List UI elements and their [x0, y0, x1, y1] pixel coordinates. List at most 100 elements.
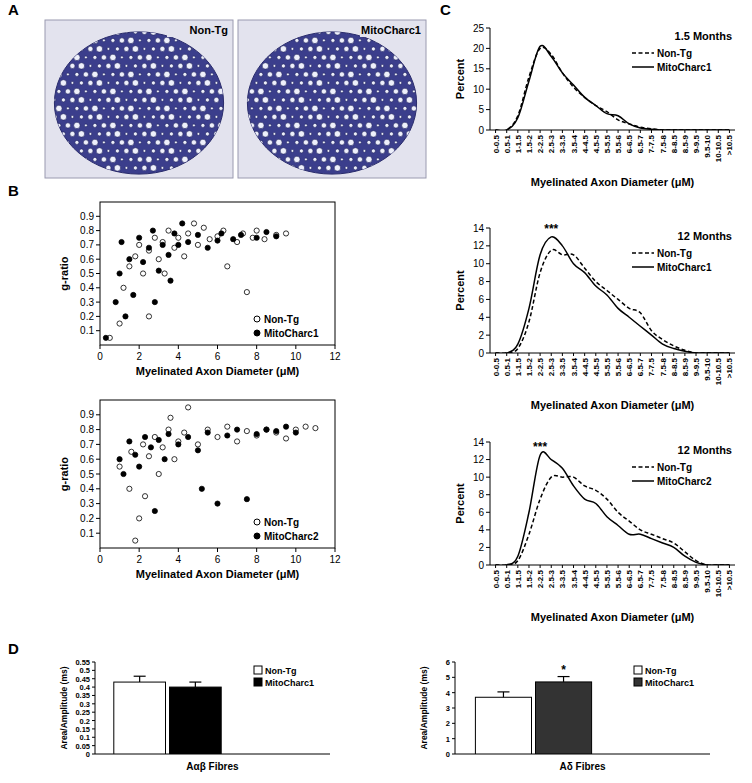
x-tick-label: 7.5-8	[659, 569, 668, 588]
axon	[398, 165, 403, 170]
plot-frame	[100, 400, 335, 548]
axon	[407, 149, 411, 153]
axon	[146, 88, 152, 94]
axon	[334, 165, 340, 171]
axon	[74, 122, 80, 128]
axon	[345, 133, 348, 136]
axon	[381, 99, 384, 102]
axon	[245, 166, 249, 170]
axon	[103, 107, 106, 110]
axon	[285, 55, 290, 60]
legend-line	[632, 66, 654, 68]
axon	[211, 107, 214, 110]
axon	[259, 72, 263, 76]
axon	[52, 46, 57, 51]
axon	[114, 97, 120, 103]
axon	[413, 158, 416, 161]
axon	[403, 106, 407, 110]
axon	[305, 158, 308, 161]
axon	[313, 55, 317, 59]
point	[186, 434, 191, 439]
y-tick-label: 25	[473, 23, 485, 34]
axon	[191, 72, 196, 77]
axon	[341, 158, 344, 161]
axon	[277, 123, 281, 127]
x-tick-label: 0	[97, 351, 103, 362]
y-tick	[486, 335, 490, 336]
axon	[406, 97, 412, 103]
axon	[353, 166, 357, 170]
axon	[65, 55, 70, 60]
y-tick-label: 6	[478, 507, 484, 518]
axon	[215, 116, 218, 119]
axon	[323, 141, 326, 144]
x-tick-label: 10-10.5	[714, 357, 723, 385]
axon	[352, 148, 358, 154]
axon	[186, 165, 192, 171]
x-tick	[256, 548, 257, 552]
axon	[83, 106, 88, 111]
axon	[370, 165, 376, 171]
point	[215, 434, 220, 439]
axon	[61, 98, 65, 102]
axon	[330, 88, 336, 94]
axon	[341, 124, 344, 127]
point	[162, 457, 167, 462]
axon	[276, 37, 282, 43]
axon	[298, 29, 304, 35]
axon	[403, 140, 407, 144]
x-tick-label: 4.5-5	[592, 357, 601, 376]
legend-label: MitoCharc1	[657, 62, 712, 73]
point	[238, 232, 243, 237]
axon	[349, 89, 353, 93]
axon	[139, 39, 142, 42]
axon	[93, 123, 97, 127]
axon	[303, 72, 308, 77]
axon	[121, 124, 124, 127]
axon	[169, 132, 173, 136]
x-tick-label: 4-4.5	[581, 134, 590, 153]
axon	[101, 89, 106, 94]
x-tick	[551, 353, 552, 356]
legend-ground	[250, 513, 332, 545]
axon	[255, 116, 258, 119]
axon	[155, 106, 160, 111]
x-tick-label: 12	[329, 554, 341, 565]
axon	[402, 54, 408, 60]
y-tick	[486, 547, 490, 548]
histology-image: MitoCharc1	[238, 20, 426, 178]
axon	[298, 97, 304, 103]
x-tick	[696, 565, 697, 568]
axon	[56, 139, 62, 145]
y-axis	[490, 28, 491, 130]
axon	[254, 165, 259, 170]
series-line	[496, 47, 730, 130]
axon	[67, 73, 70, 76]
axon	[276, 105, 282, 111]
axons	[244, 29, 416, 171]
axon	[173, 123, 178, 128]
axon	[281, 98, 285, 102]
x-tick	[651, 353, 652, 356]
y-tick-label: 0.7	[80, 239, 94, 250]
y-tick	[486, 89, 490, 90]
axon	[193, 124, 196, 127]
axon	[175, 141, 178, 144]
x-tick-label: 7.5-8	[659, 134, 668, 153]
axon	[317, 166, 321, 170]
point	[244, 497, 249, 502]
axon	[366, 88, 372, 94]
axon	[60, 114, 66, 120]
axon	[57, 55, 61, 59]
point	[264, 427, 269, 432]
point	[156, 268, 161, 273]
axon	[277, 89, 281, 93]
axon	[164, 71, 170, 77]
axon	[267, 140, 272, 145]
x-tick	[562, 565, 563, 568]
axon	[182, 156, 188, 162]
axon	[173, 89, 178, 94]
y-tick-label: 0.4	[80, 683, 91, 692]
x-tick	[718, 130, 719, 133]
point	[172, 231, 177, 236]
